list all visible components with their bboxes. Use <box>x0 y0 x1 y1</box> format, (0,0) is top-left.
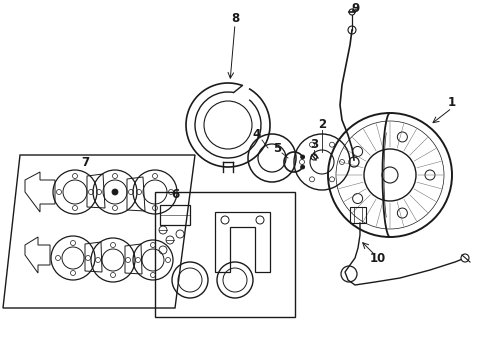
Circle shape <box>300 155 304 159</box>
Text: 1: 1 <box>447 95 455 108</box>
Circle shape <box>300 165 304 169</box>
Text: 4: 4 <box>252 129 261 141</box>
Text: 3: 3 <box>309 139 317 152</box>
Text: 2: 2 <box>317 118 325 131</box>
Circle shape <box>112 189 118 195</box>
Circle shape <box>381 167 397 183</box>
Text: 6: 6 <box>170 189 179 202</box>
Text: 8: 8 <box>230 12 239 24</box>
Circle shape <box>460 254 468 262</box>
Circle shape <box>348 9 354 15</box>
Text: 5: 5 <box>272 141 281 154</box>
Text: 9: 9 <box>350 1 358 14</box>
Text: 10: 10 <box>369 252 386 265</box>
Text: 7: 7 <box>81 156 89 168</box>
